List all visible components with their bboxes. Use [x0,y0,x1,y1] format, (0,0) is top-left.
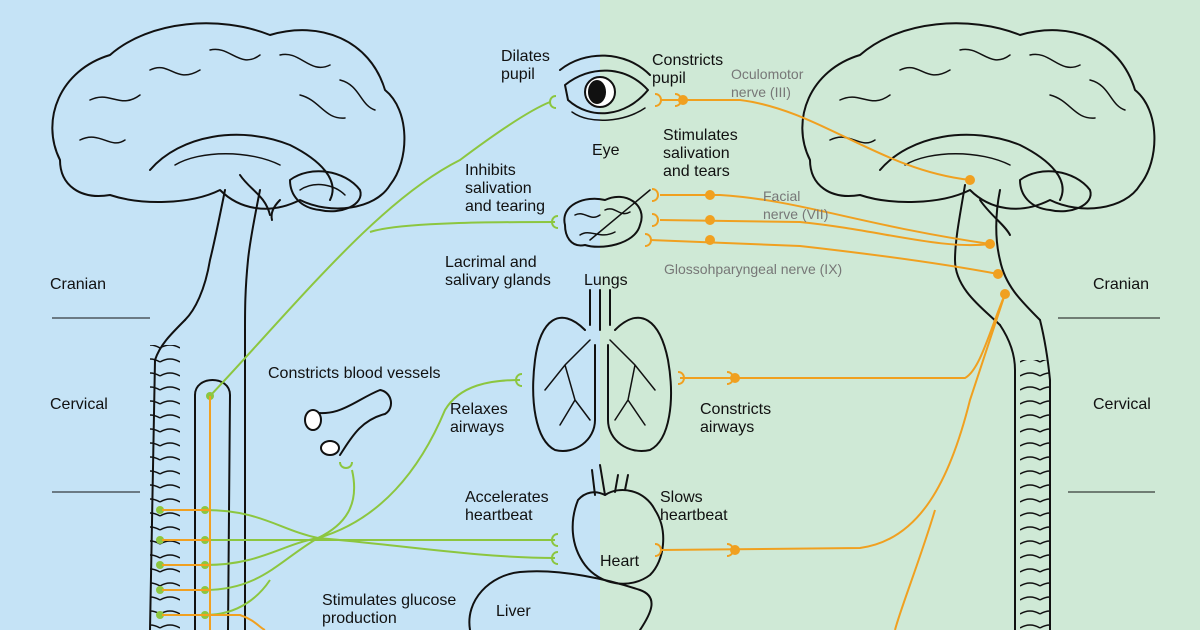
oculomotor-nerve-line1: Oculomotor [731,66,804,82]
sympathetic-background [0,0,600,630]
sym-salivation-line2: salivation [465,180,532,197]
region-label-cervical-left: Cervical [50,396,108,413]
facial-nerve-line2: nerve (VII) [763,206,828,222]
eye-illustration [559,54,651,121]
right-brainstem [954,184,1041,326]
organ-label-glands-line1: Lacrimal and [445,254,537,271]
organ-label-lungs: Lungs [584,272,628,289]
organ-label-eye: Eye [592,142,620,159]
region-label-cranian-left: Cranian [50,276,106,293]
para-pupil-line1: Constricts [652,52,723,69]
liver-illustration [468,570,653,630]
organ-label-heart: Heart [600,553,640,570]
blood-vessel-illustration [304,389,392,456]
parasympathetic-background [600,0,1200,630]
para-salivation-line1: Stimulates [663,127,738,144]
heart-illustration [571,464,665,585]
para-pupil-line2: pupil [652,70,686,87]
sym-airways-line2: airways [450,419,504,436]
region-label-cranian-right: Cranian [1093,276,1149,293]
organ-label-liver: Liver [496,603,531,620]
para-salivation-line2: salivation [663,145,730,162]
glands-illustration [563,189,651,248]
right-brain [801,22,1156,236]
sym-airways-line1: Relaxes [450,401,508,418]
para-salivation-line3: and tears [663,163,730,180]
para-airways-line2: airways [700,419,754,436]
sym-glucose-line2: production [322,610,397,627]
region-label-cervical-right: Cervical [1093,396,1151,413]
left-spinal-column [149,319,246,630]
glossopharyngeal-nerve-label: Glossohparyngeal nerve (IX) [664,261,842,277]
left-brain [51,22,406,221]
para-heart-line2: heartbeat [660,507,728,524]
sym-heart-line2: heartbeat [465,507,533,524]
sym-salivation-line1: Inhibits [465,162,516,179]
facial-nerve-line1: Facial [763,188,800,204]
sym-glucose-line1: Stimulates glucose [322,592,456,609]
sym-pupil-line2: pupil [501,66,535,83]
parasympathetic-nerves [162,93,1010,630]
lungs-illustration [532,289,672,452]
sym-pupil-line1: Dilates [501,48,550,65]
left-brainstem [184,189,261,331]
sympathetic-nerves [156,95,559,630]
oculomotor-nerve-line2: nerve (III) [731,84,791,100]
sym-heart-line1: Accelerates [465,489,549,506]
sym-vessels-label: Constricts blood vessels [268,365,441,382]
sym-salivation-line3: and tearing [465,198,545,215]
para-heart-line1: Slows [660,489,703,506]
para-airways-line1: Constricts [700,401,771,418]
right-spinal-column [999,319,1051,630]
organ-label-glands-line2: salivary glands [445,272,551,289]
